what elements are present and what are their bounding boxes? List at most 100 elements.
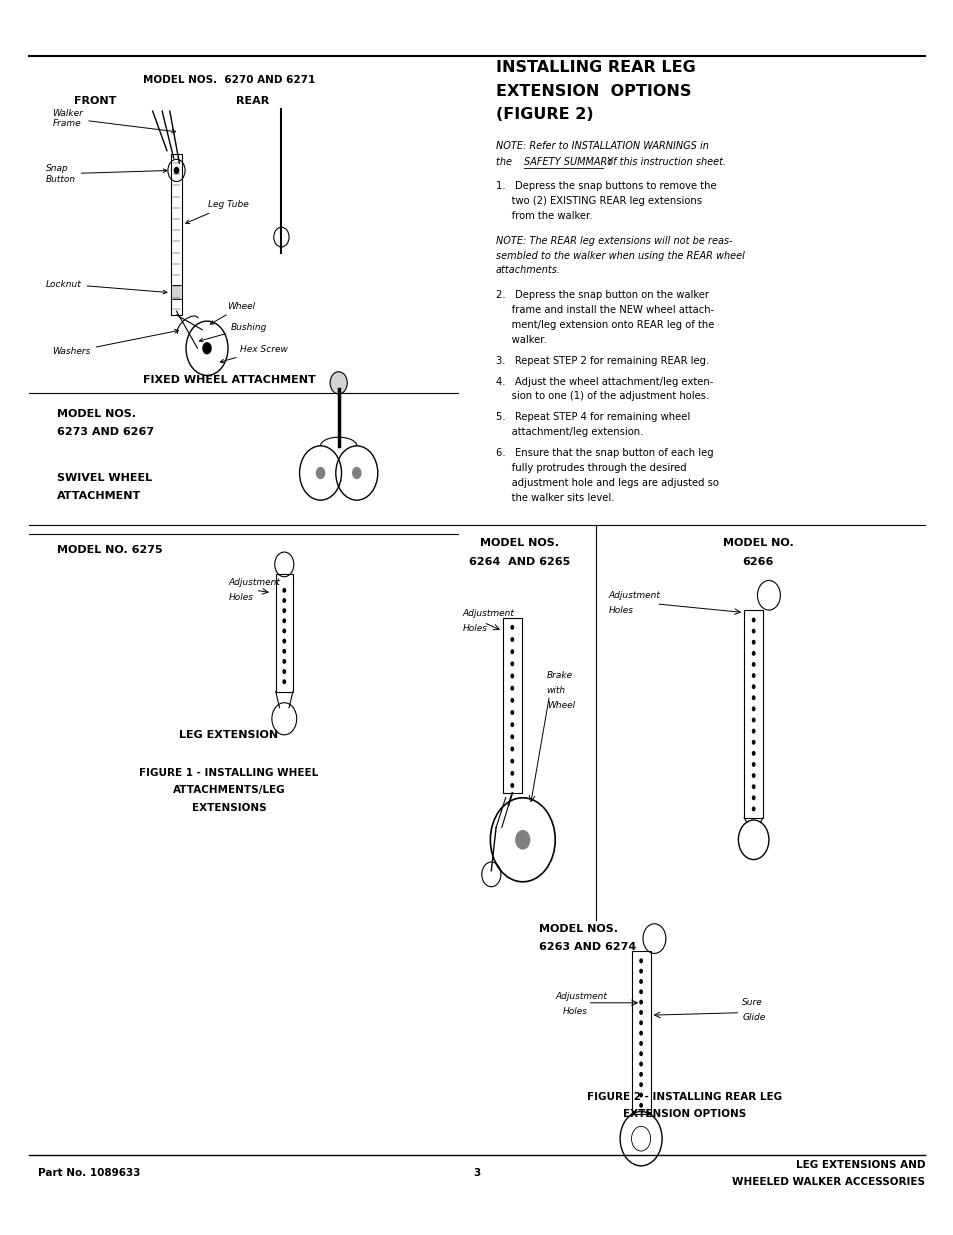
Text: Washers: Washers <box>52 330 178 357</box>
Text: 2.   Depress the snap button on the walker: 2. Depress the snap button on the walker <box>496 290 708 300</box>
Circle shape <box>510 771 514 776</box>
Circle shape <box>510 722 514 727</box>
Circle shape <box>510 662 514 667</box>
Text: 5.   Repeat STEP 4 for remaining wheel: 5. Repeat STEP 4 for remaining wheel <box>496 412 690 422</box>
Circle shape <box>282 648 286 653</box>
Circle shape <box>510 735 514 740</box>
Text: FIGURE 2 - INSTALLING REAR LEG: FIGURE 2 - INSTALLING REAR LEG <box>587 1092 781 1102</box>
Circle shape <box>639 989 642 994</box>
Circle shape <box>639 1082 642 1087</box>
Circle shape <box>639 1103 642 1108</box>
Bar <box>171 154 182 315</box>
Text: MODEL NO.: MODEL NO. <box>722 538 793 548</box>
Bar <box>171 285 182 299</box>
Circle shape <box>282 679 286 684</box>
Text: Part No. 1089633: Part No. 1089633 <box>38 1168 140 1178</box>
Circle shape <box>510 746 514 751</box>
Circle shape <box>751 618 755 622</box>
Circle shape <box>751 662 755 667</box>
Circle shape <box>751 718 755 722</box>
Circle shape <box>510 685 514 690</box>
Text: EXTENSIONS: EXTENSIONS <box>192 803 266 813</box>
Circle shape <box>510 650 514 655</box>
Circle shape <box>282 588 286 593</box>
Text: FIGURE 1 - INSTALLING WHEEL: FIGURE 1 - INSTALLING WHEEL <box>139 768 318 778</box>
Text: Glide: Glide <box>741 1013 764 1023</box>
Circle shape <box>510 758 514 763</box>
Bar <box>275 574 293 692</box>
Circle shape <box>330 372 347 394</box>
Text: Adjustment: Adjustment <box>608 590 659 600</box>
Circle shape <box>751 773 755 778</box>
Circle shape <box>510 625 514 630</box>
Bar <box>631 951 650 1114</box>
Circle shape <box>282 619 286 624</box>
Circle shape <box>315 467 325 479</box>
Circle shape <box>639 1030 642 1035</box>
Text: Adjustment: Adjustment <box>229 578 280 588</box>
Circle shape <box>751 751 755 756</box>
Text: walker.: walker. <box>496 335 546 345</box>
Text: with: with <box>546 685 565 695</box>
Text: REAR: REAR <box>236 96 269 106</box>
Text: SWIVEL WHEEL: SWIVEL WHEEL <box>57 473 152 483</box>
Text: INSTALLING REAR LEG: INSTALLING REAR LEG <box>496 61 695 75</box>
Circle shape <box>751 806 755 811</box>
Text: Holes: Holes <box>462 624 487 634</box>
Circle shape <box>515 830 530 850</box>
Circle shape <box>751 729 755 734</box>
Circle shape <box>639 1062 642 1067</box>
Text: ATTACHMENTS/LEG: ATTACHMENTS/LEG <box>172 785 285 795</box>
Text: 4.   Adjust the wheel attachment/leg exten-: 4. Adjust the wheel attachment/leg exten… <box>496 377 713 387</box>
Text: 3.   Repeat STEP 2 for remaining REAR leg.: 3. Repeat STEP 2 for remaining REAR leg. <box>496 356 709 366</box>
Circle shape <box>282 598 286 603</box>
Text: Locknut: Locknut <box>46 279 167 294</box>
Text: Snap
Button: Snap Button <box>46 164 167 184</box>
Text: Leg Tube: Leg Tube <box>186 200 249 224</box>
Text: EXTENSION OPTIONS: EXTENSION OPTIONS <box>622 1109 746 1119</box>
Circle shape <box>639 979 642 984</box>
Text: frame and install the NEW wheel attach-: frame and install the NEW wheel attach- <box>496 305 714 315</box>
Circle shape <box>639 968 642 973</box>
Text: Wheel: Wheel <box>546 700 574 710</box>
Text: Holes: Holes <box>608 605 633 615</box>
Text: attachment/leg extension.: attachment/leg extension. <box>496 427 642 437</box>
Text: the walker sits level.: the walker sits level. <box>496 493 614 503</box>
Text: Walker
Frame: Walker Frame <box>52 109 175 133</box>
Circle shape <box>173 167 179 174</box>
Text: 6264  AND 6265: 6264 AND 6265 <box>469 557 570 567</box>
Text: the: the <box>496 157 515 167</box>
Text: ATTACHMENT: ATTACHMENT <box>57 492 141 501</box>
Text: WHEELED WALKER ACCESSORIES: WHEELED WALKER ACCESSORIES <box>732 1177 924 1187</box>
Circle shape <box>751 684 755 689</box>
Text: (FIGURE 2): (FIGURE 2) <box>496 107 593 122</box>
Circle shape <box>510 673 514 678</box>
Text: adjustment hole and legs are adjusted so: adjustment hole and legs are adjusted so <box>496 478 719 488</box>
Circle shape <box>510 698 514 703</box>
Circle shape <box>751 784 755 789</box>
Circle shape <box>639 1072 642 1077</box>
Circle shape <box>639 1093 642 1098</box>
Text: Bushing: Bushing <box>199 322 267 342</box>
Text: Adjustment: Adjustment <box>462 609 514 619</box>
Circle shape <box>751 740 755 745</box>
Text: Adjustment: Adjustment <box>555 992 606 1002</box>
Text: 6273 AND 6267: 6273 AND 6267 <box>57 427 154 437</box>
Circle shape <box>282 669 286 674</box>
Circle shape <box>751 640 755 645</box>
Text: FRONT: FRONT <box>74 96 116 106</box>
Text: 6266: 6266 <box>742 557 773 567</box>
Text: Holes: Holes <box>562 1007 587 1016</box>
Circle shape <box>751 695 755 700</box>
Text: MODEL NO. 6275: MODEL NO. 6275 <box>57 545 163 555</box>
Text: NOTE: Refer to INSTALLATION WARNINGS in: NOTE: Refer to INSTALLATION WARNINGS in <box>496 141 708 151</box>
Text: 6.   Ensure that the snap button of each leg: 6. Ensure that the snap button of each l… <box>496 448 713 458</box>
Text: LEG EXTENSION: LEG EXTENSION <box>179 730 278 740</box>
Circle shape <box>639 1020 642 1025</box>
Circle shape <box>282 608 286 613</box>
Text: Wheel: Wheel <box>211 301 254 324</box>
Bar <box>502 618 521 793</box>
Text: EXTENSION  OPTIONS: EXTENSION OPTIONS <box>496 84 691 99</box>
Text: 6263 AND 6274: 6263 AND 6274 <box>538 942 636 952</box>
Circle shape <box>282 659 286 664</box>
